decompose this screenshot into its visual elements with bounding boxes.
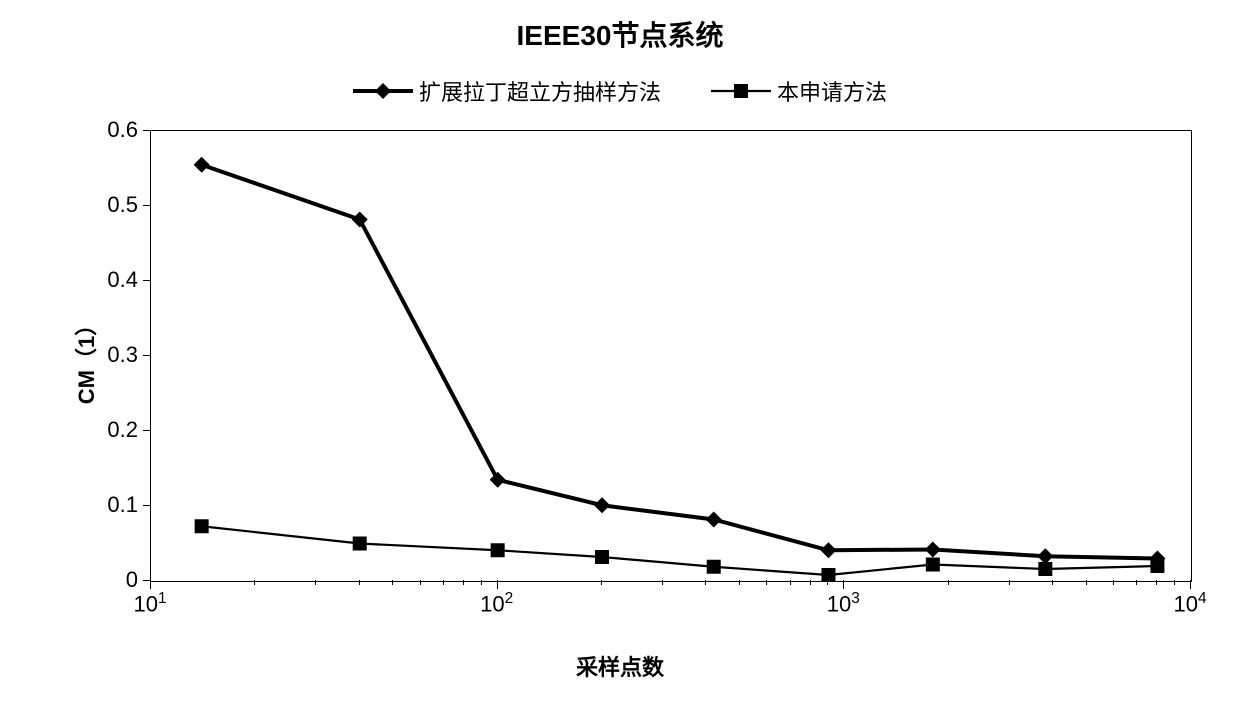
x-minor-tick [315,580,316,585]
legend-item: 本申请方法 [711,75,887,107]
x-minor-tick [443,580,444,585]
x-minor-tick [481,580,482,585]
series-marker [594,497,610,513]
x-minor-tick [1174,580,1175,585]
y-tick [143,580,150,581]
x-minor-tick [1009,580,1010,585]
x-minor-tick [1086,580,1087,585]
series-line [202,165,1158,559]
x-minor-tick [948,580,949,585]
series-marker [925,542,941,558]
y-tick [143,430,150,431]
square-icon [711,81,771,101]
series-marker [820,542,836,558]
plot-area [150,130,1192,582]
series-marker [1037,548,1053,564]
series-marker [821,568,835,582]
x-tick [1190,580,1191,589]
y-tick [143,280,150,281]
series-marker [353,537,367,551]
series-marker [1038,562,1052,576]
x-minor-tick [254,580,255,585]
x-minor-tick [766,580,767,585]
x-minor-tick [359,580,360,585]
x-minor-tick [463,580,464,585]
series-marker [194,157,210,173]
x-tick-label: 101 [120,590,180,617]
series-marker [490,472,506,488]
x-minor-tick [1156,580,1157,585]
y-tick [143,355,150,356]
plot-svg [151,131,1191,581]
y-tick [143,130,150,131]
x-minor-tick [601,580,602,585]
series-marker [926,558,940,572]
legend-item: 扩展拉丁超立方抽样方法 [353,75,661,107]
x-minor-tick [790,580,791,585]
y-tick-label: 0.6 [90,117,138,143]
y-tick [143,505,150,506]
x-minor-tick [810,580,811,585]
y-tick-label: 0.2 [90,417,138,443]
legend-label: 本申请方法 [777,75,887,107]
x-tick-label: 102 [467,590,527,617]
series-marker [707,560,721,574]
x-tick-label: 104 [1160,590,1220,617]
y-tick [143,205,150,206]
x-minor-tick [662,580,663,585]
x-minor-tick [1136,580,1137,585]
x-minor-tick [420,580,421,585]
y-tick-label: 0.1 [90,492,138,518]
x-tick [843,580,844,589]
diamond-icon [353,81,413,101]
x-minor-tick [1113,580,1114,585]
legend: 扩展拉丁超立方抽样方法 本申请方法 [0,75,1240,107]
series-marker [195,519,209,533]
x-axis-label: 采样点数 [0,650,1240,682]
y-tick-label: 0.5 [90,192,138,218]
x-tick [497,580,498,589]
chart-container: IEEE30节点系统 扩展拉丁超立方抽样方法本申请方法 CM（1） 采样点数 0… [0,0,1240,723]
series-marker [1150,559,1164,573]
y-tick-label: 0.3 [90,342,138,368]
chart-title: IEEE30节点系统 [0,14,1240,54]
x-minor-tick [739,580,740,585]
x-minor-tick [392,580,393,585]
series-line [202,526,1158,575]
legend-label: 扩展拉丁超立方抽样方法 [419,75,661,107]
series-marker [595,550,609,564]
y-tick-label: 0.4 [90,267,138,293]
x-minor-tick [705,580,706,585]
series-marker [491,543,505,557]
x-minor-tick [1052,580,1053,585]
x-tick [150,580,151,589]
x-tick-label: 103 [813,590,873,617]
x-minor-tick [827,580,828,585]
series-marker [706,512,722,528]
series-marker [352,212,368,228]
